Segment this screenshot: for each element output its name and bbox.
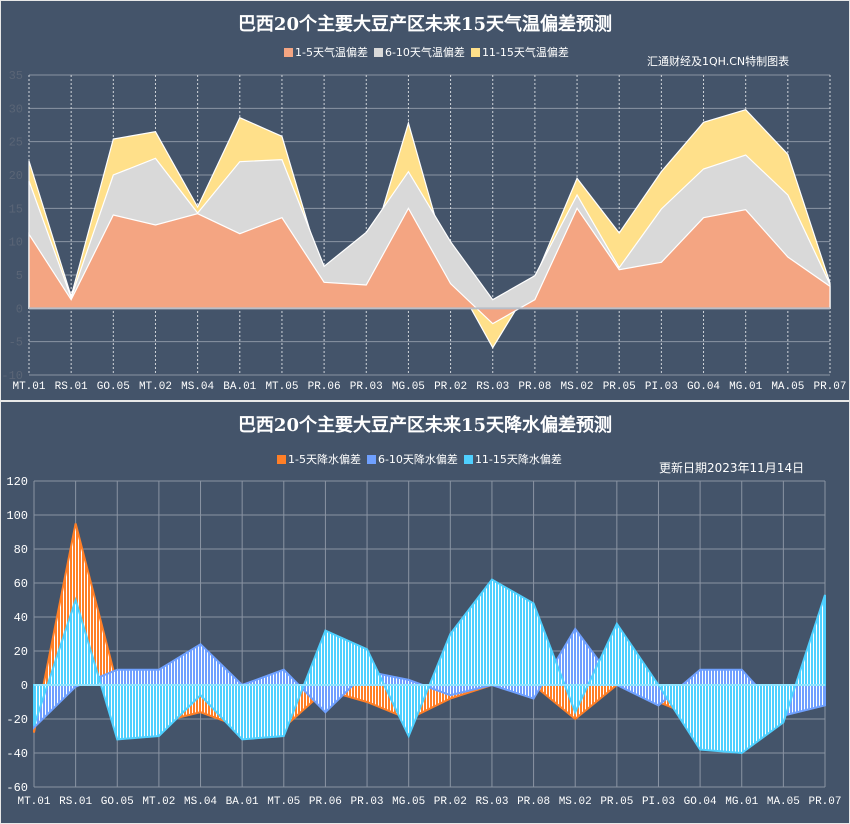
legend-swatch	[470, 48, 480, 57]
x-tick-label: MA.05	[767, 796, 800, 808]
y-tick-label: -5	[9, 336, 23, 350]
x-tick-label: RS.01	[55, 381, 88, 393]
x-tick-label: BA.01	[226, 796, 259, 808]
x-tick-label: GO.05	[101, 796, 134, 808]
temperature-chart-title: 巴西20个主要大豆产区未来15天气温偏差预测	[237, 14, 613, 35]
x-tick-label: MG.01	[725, 796, 758, 808]
temperature-legend: 1-5天气温偏差 6-10天气温偏差 11-15天气温偏差	[284, 44, 569, 60]
x-tick-label: PR.03	[351, 796, 384, 808]
y-tick-label: 120	[6, 475, 28, 489]
legend-swatch	[373, 48, 383, 57]
precipitation-legend: 1-5天降水偏差 6-10天降水偏差 11-15天降水偏差	[277, 451, 562, 467]
legend-swatch	[463, 455, 473, 464]
x-tick-label: MG.05	[392, 796, 425, 808]
x-tick-label: PR.05	[603, 381, 636, 393]
x-tick-label: MT.05	[265, 381, 298, 393]
y-tick-label: 30	[9, 102, 23, 116]
legend-swatch	[277, 455, 286, 464]
legend-label: 11-15天气温偏差	[481, 46, 569, 59]
y-tick-label: 40	[14, 611, 28, 625]
y-tick-label: 20	[9, 169, 23, 183]
x-tick-label: RS.03	[475, 796, 508, 808]
legend-label: 11-15天降水偏差	[474, 453, 562, 466]
x-tick-label: MT.05	[267, 796, 300, 808]
legend-label: 6-10天降水偏差	[377, 453, 458, 466]
y-tick-label: 15	[9, 202, 23, 216]
temperature-chart-panel: 巴西20个主要大豆产区未来15天气温偏差预测 1-5天气温偏差 6-10天气温偏…	[1, 1, 849, 400]
x-tick-label: PR.03	[350, 381, 383, 393]
legend-item-11-15: 11-15天降水偏差	[463, 451, 562, 467]
y-tick-label: -60	[6, 781, 28, 795]
legend-label: 6-10天气温偏差	[384, 46, 465, 59]
y-tick-label: 100	[6, 509, 28, 523]
temperature-chart-plot: -10 -5 0 5 10 15 20 25 30 35 MT.01 RS.01 GO.05 MT.02 M…	[1, 69, 846, 393]
x-tick-label: PR.08	[518, 381, 551, 393]
source-note: 汇通财经及1QH.CN特制图表	[647, 55, 790, 68]
legend-swatch	[366, 455, 376, 464]
x-tick-label: PR.07	[813, 381, 846, 393]
x-tick-label: GO.05	[97, 381, 130, 393]
x-tick-label: PI.03	[642, 796, 675, 808]
x-tick-label: MS.04	[184, 796, 217, 808]
precipitation-chart-plot: -60 -40 -20 0 20 40 60 80 100 120 MT.01 RS.01 GO.05 M…	[6, 475, 841, 808]
x-tick-label: PI.03	[645, 381, 678, 393]
y-tick-label: 0	[21, 679, 28, 693]
legend-item-6-10: 6-10天降水偏差	[366, 451, 458, 467]
y-tick-label: 80	[14, 543, 28, 557]
x-tick-label: MS.04	[181, 381, 214, 393]
legend-item-1-5: 1-5天气温偏差	[284, 44, 368, 60]
y-tick-label: 25	[9, 136, 23, 150]
legend-label: 1-5天气温偏差	[295, 46, 368, 59]
x-tick-label: BA.01	[223, 381, 256, 393]
x-tick-label: RS.01	[59, 796, 92, 808]
x-tick-label: GO.04	[684, 796, 717, 808]
y-tick-label: 35	[9, 69, 23, 83]
x-tick-label: MA.05	[771, 381, 804, 393]
update-date: 更新日期2023年11月14日	[659, 461, 805, 475]
x-tick-label: MT.01	[17, 796, 50, 808]
y-tick-label: 5	[16, 269, 23, 283]
x-tick-label: GO.04	[687, 381, 720, 393]
x-tick-label: PR.08	[517, 796, 550, 808]
y-tick-label: 0	[16, 302, 23, 316]
legend-item-11-15: 11-15天气温偏差	[470, 44, 569, 60]
x-tick-label: MG.01	[729, 381, 762, 393]
x-tick-label: MS.02	[561, 381, 594, 393]
legend-label: 1-5天降水偏差	[288, 453, 361, 466]
x-tick-label: MT.02	[139, 381, 172, 393]
y-tick-label: -20	[6, 713, 28, 727]
area-series-1	[33, 578, 826, 755]
precipitation-chart-title: 巴西20个主要大豆产区未来15天降水偏差预测	[237, 415, 613, 436]
x-tick-label: PR.05	[600, 796, 633, 808]
x-tick-label: MT.02	[142, 796, 175, 808]
y-tick-label: 10	[9, 236, 23, 250]
x-tick-label: PR.02	[434, 381, 467, 393]
legend-swatch	[284, 48, 293, 57]
x-tick-label: MS.02	[559, 796, 592, 808]
y-tick-label: -10	[1, 369, 23, 383]
x-tick-label: MT.01	[12, 381, 45, 393]
precipitation-chart-panel: 巴西20个主要大豆产区未来15天降水偏差预测 1-5天降水偏差 6-10天降水偏…	[1, 402, 849, 823]
x-tick-label: PR.06	[308, 381, 341, 393]
x-tick-label: MG.05	[392, 381, 425, 393]
x-tick-label: PR.06	[309, 796, 342, 808]
y-tick-label: 20	[14, 645, 28, 659]
y-tick-label: 60	[14, 577, 28, 591]
legend-item-6-10: 6-10天气温偏差	[373, 44, 465, 60]
x-tick-label: RS.03	[476, 381, 509, 393]
x-tick-label: PR.07	[808, 796, 841, 808]
x-tick-label: PR.02	[434, 796, 467, 808]
legend-item-1-5: 1-5天降水偏差	[277, 451, 361, 467]
y-tick-label: -40	[6, 747, 28, 761]
